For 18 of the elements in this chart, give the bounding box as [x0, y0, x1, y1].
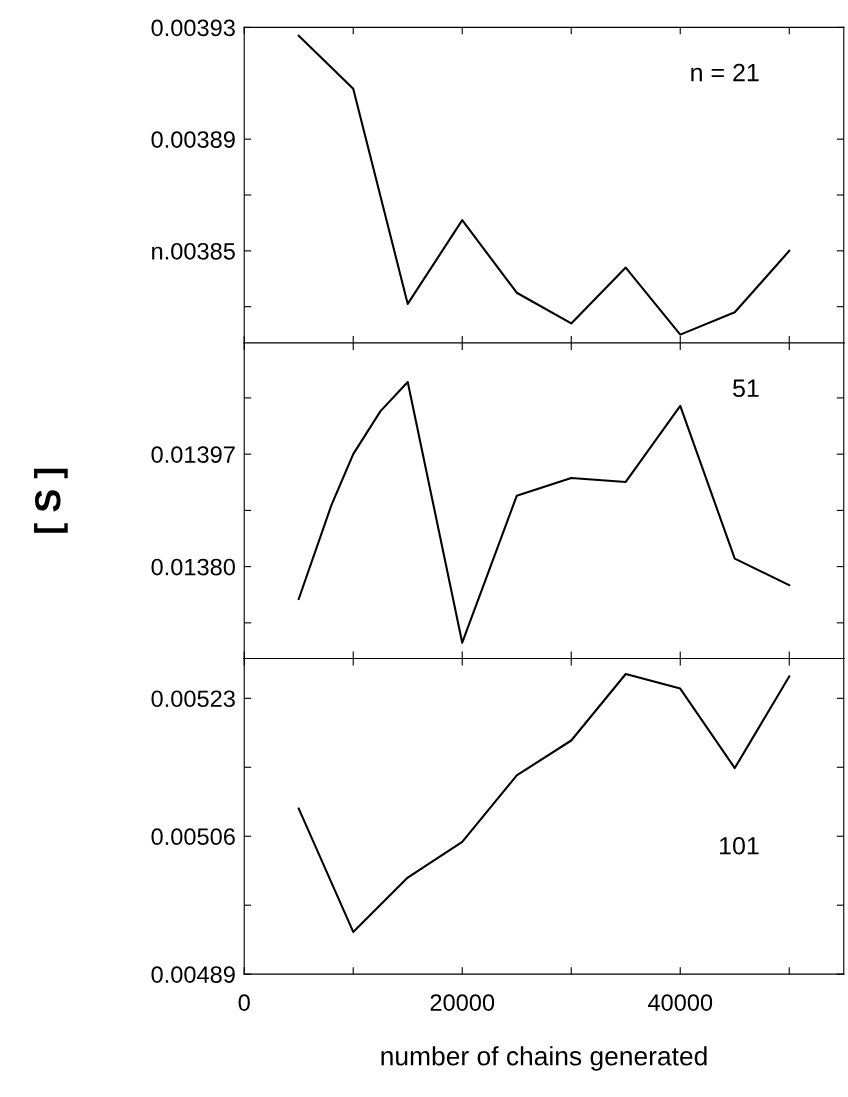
- y-tick-label: n.00385: [152, 242, 235, 260]
- x-tick-label: 20000: [430, 994, 495, 1011]
- annotation: n = 21: [691, 63, 759, 82]
- y-tick-label: 0.00393: [151, 19, 235, 37]
- line-series: [297, 380, 791, 644]
- line-series: [297, 672, 791, 933]
- y-tick-label: 0.00506: [151, 828, 235, 846]
- y-tick-label: 0.00389: [151, 131, 235, 148]
- x-axis-title: number of chains generated: [381, 1046, 707, 1071]
- y-tick-label: 0.00523: [151, 690, 235, 708]
- x-tick-label: 0: [238, 994, 250, 1011]
- y-tick-label: 0.01380: [151, 558, 235, 576]
- y-axis-title: [ S ]: [34, 468, 68, 533]
- annotation: 101: [720, 836, 759, 855]
- x-tick-label: 40000: [647, 994, 713, 1011]
- y-tick-label: 0.00489: [151, 966, 235, 983]
- y-tick-label: 0.01397: [151, 446, 235, 463]
- annotation: 51: [733, 379, 759, 398]
